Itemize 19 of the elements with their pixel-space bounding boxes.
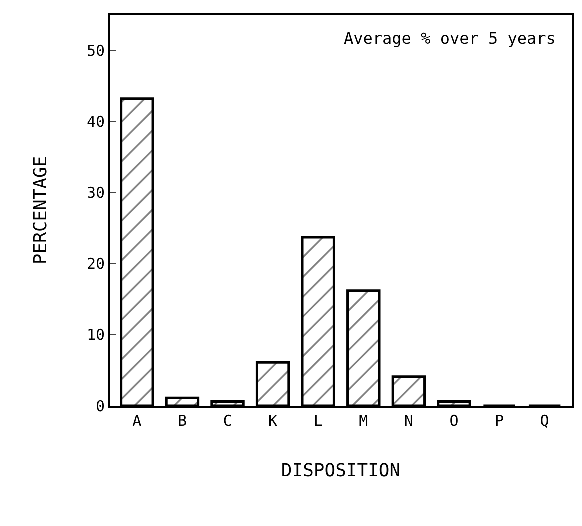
y-tick-label: 30 xyxy=(86,184,105,202)
y-tick-label: 10 xyxy=(86,326,105,344)
y-tick-label: 20 xyxy=(86,255,105,274)
x-tick-label: B xyxy=(178,412,187,430)
y-axis-title: PERCENTAGE xyxy=(30,156,52,265)
x-tick-label: P xyxy=(495,412,504,430)
x-tick-label: K xyxy=(268,412,278,430)
x-tick-label: O xyxy=(450,412,459,430)
y-tick-label: 40 xyxy=(86,112,105,131)
y-tick-label: 0 xyxy=(96,397,105,416)
x-axis-title: DISPOSITION xyxy=(281,460,401,482)
annotation: Average % over 5 years xyxy=(344,29,556,48)
x-tick-label: Q xyxy=(540,412,550,430)
x-tick-label: M xyxy=(359,412,368,430)
x-tick-label: A xyxy=(132,412,142,430)
x-tick-label: L xyxy=(314,412,323,430)
y-tick-label: 50 xyxy=(86,42,105,60)
x-tick-label: C xyxy=(223,412,232,430)
x-tick-label: N xyxy=(404,412,414,430)
